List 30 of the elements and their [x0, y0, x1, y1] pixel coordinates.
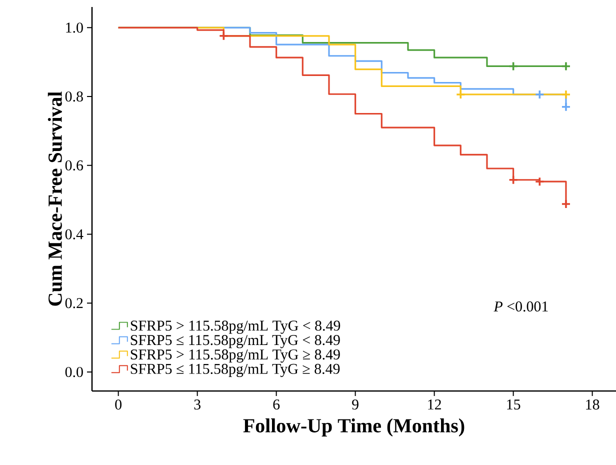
legend-label: SFRP5 > 115.58pg/mL TyG < 8.49: [130, 320, 340, 334]
point: [508, 61, 518, 72]
point: [456, 90, 466, 100]
point: [561, 61, 571, 72]
legend-label: SFRP5 > 115.58pg/mL TyG ≥ 8.49: [130, 349, 340, 363]
point: [218, 31, 229, 41]
x-tick-label: 18: [586, 400, 600, 410]
legend-label: SFRP5 ≤ 115.58pg/mL TyG < 8.49: [130, 335, 340, 348]
y-tick-label: 0.4: [65, 229, 84, 240]
x-tick-label: 12: [428, 400, 441, 410]
x-tick-label: 15: [507, 400, 520, 410]
point: [508, 174, 518, 185]
point: [561, 102, 571, 112]
point: [534, 90, 545, 100]
x-tick-label: 6: [273, 400, 280, 410]
x-axis-title: Follow-Up Time (Months): [243, 418, 464, 436]
point: [534, 176, 545, 186]
x-tick-label: 3: [194, 400, 200, 410]
point: [561, 90, 571, 100]
y-tick-label: 0.6: [65, 160, 84, 170]
y-tick-label: 0.2: [65, 298, 83, 308]
annotation: P <0.001: [494, 301, 548, 312]
y-tick-label: 1.0: [66, 22, 83, 33]
x-tick-label: 9: [352, 400, 358, 410]
point: [561, 199, 571, 209]
y-axis-title: Cum Mace-Free Survival: [48, 92, 62, 306]
legend-label: SFRP5 ≤ 115.58pg/mL TyG ≥ 8.49: [130, 364, 340, 378]
y-tick-label: 0.8: [65, 91, 83, 102]
x-tick-label: 0: [115, 400, 122, 410]
y-tick-label: 0.0: [65, 366, 83, 378]
